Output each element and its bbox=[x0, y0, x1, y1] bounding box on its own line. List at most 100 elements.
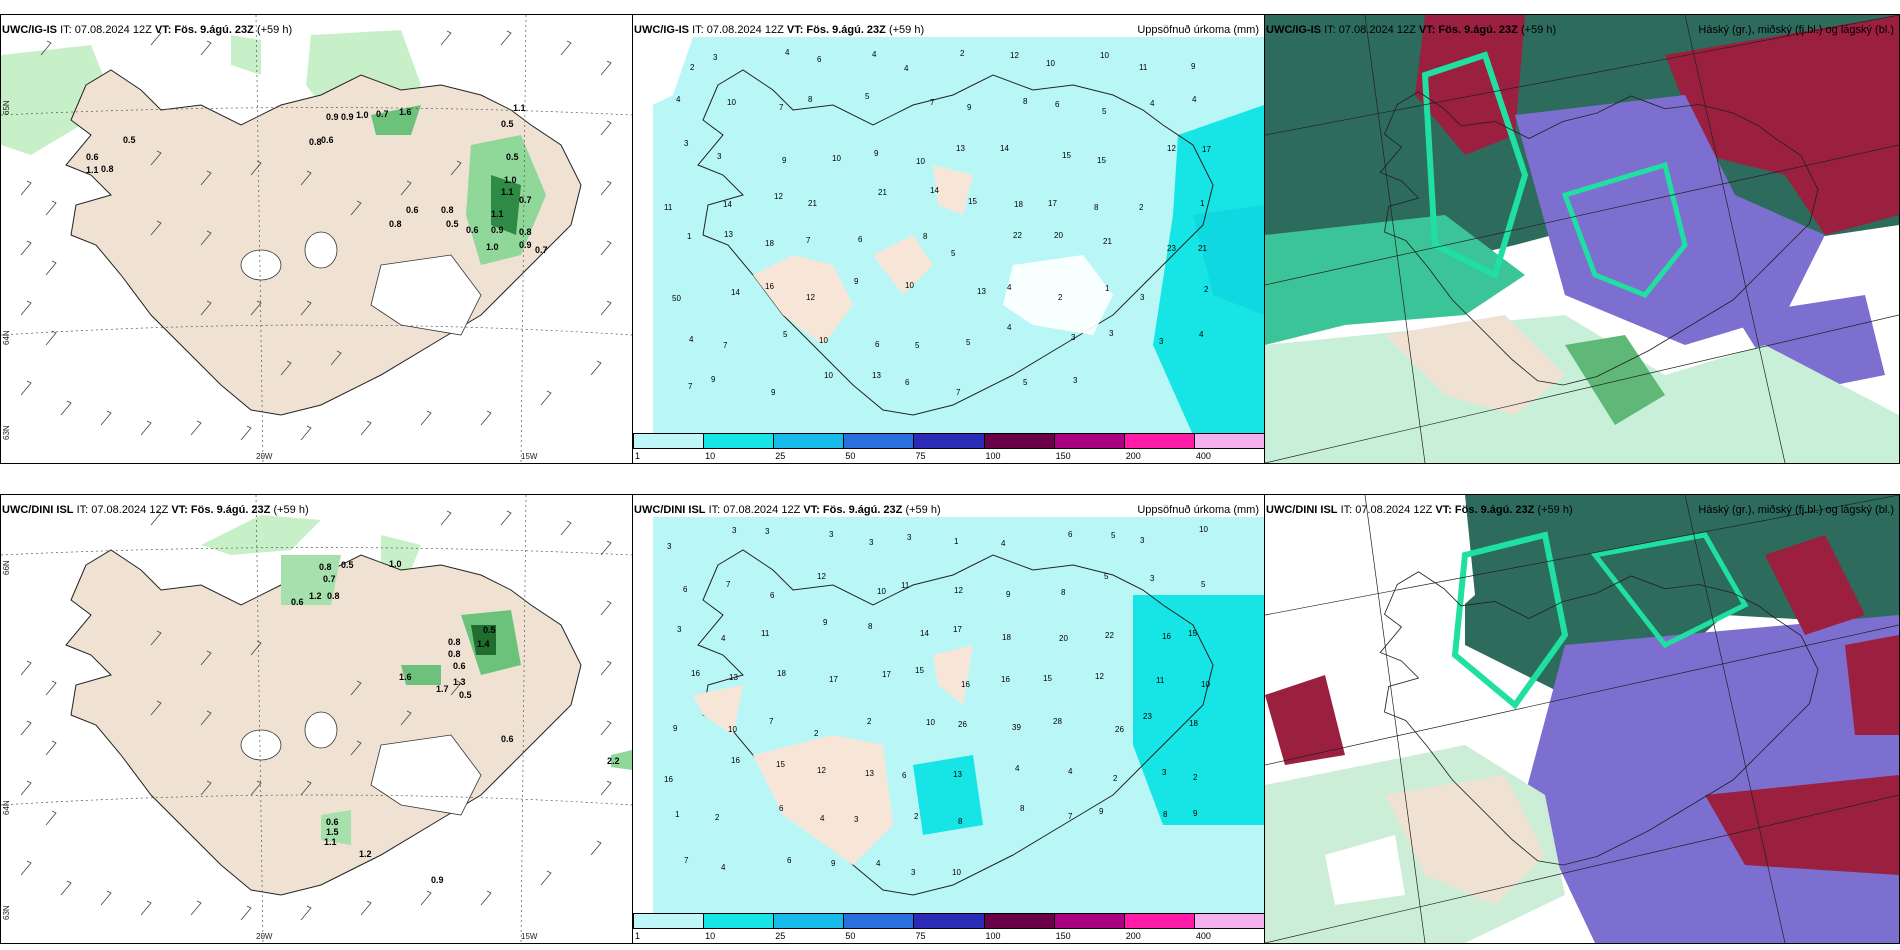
panel-title: UWC/IG-IS IT: 07.08.2024 12Z VT: Fös. 9.… bbox=[0, 21, 631, 39]
cloud-panel bbox=[1264, 494, 1900, 944]
precip-label: 0.7 bbox=[323, 574, 336, 584]
precip-label: 0.8 bbox=[448, 649, 461, 659]
lon-label: 15W bbox=[521, 452, 538, 461]
precip-value: 1 bbox=[954, 537, 959, 546]
precip-value: 5 bbox=[1111, 531, 1116, 540]
colorbar-swatch bbox=[983, 433, 1055, 449]
precip-value: 10 bbox=[952, 868, 961, 877]
precip-value: 12 bbox=[774, 192, 783, 201]
colorbar-label: 10 bbox=[705, 451, 716, 461]
precip-value: 9 bbox=[967, 103, 972, 112]
precip-value: 3 bbox=[907, 533, 912, 542]
map-precip-1 bbox=[633, 15, 1264, 463]
precip-value: 2 bbox=[867, 717, 872, 726]
precip-value: 18 bbox=[765, 239, 774, 248]
precip-label: 1.4 bbox=[477, 639, 490, 649]
precip-panel: 3 3 3 3 3 3 1 4 6 5 3 10 6 7 6 12 10 11 12 9 8 5 3 5 3 4 11 9 8 14 17 1… bbox=[632, 494, 1265, 944]
precip-label: 0.6 bbox=[321, 135, 334, 145]
precip-value: 3 bbox=[667, 542, 672, 551]
precip-label: 0.8 bbox=[448, 637, 461, 647]
map-precip-2 bbox=[633, 495, 1264, 943]
precip-value: 4 bbox=[676, 95, 681, 104]
precip-value: 9 bbox=[782, 156, 787, 165]
precip-value: 3 bbox=[869, 538, 874, 547]
precip-value: 3 bbox=[1150, 574, 1155, 583]
panel-variable-title: Uppsöfnuð úrkoma (mm) bbox=[1137, 504, 1259, 516]
lat-label: 66N bbox=[2, 560, 11, 575]
precip-value: 17 bbox=[953, 625, 962, 634]
precip-label: 0.9 bbox=[326, 112, 339, 122]
model-name: UWC/DINI ISL bbox=[2, 504, 74, 516]
colorbar-swatch bbox=[703, 913, 775, 929]
precip-value: 4 bbox=[1068, 767, 1073, 776]
precip-value: 12 bbox=[1010, 51, 1019, 60]
precip-labels: 0.8 0.5 1.0 0.7 0.6 1.2 0.8 0.5 0.8 0.8 … bbox=[291, 559, 620, 885]
precip-value: 14 bbox=[920, 629, 929, 638]
precip-value: 3 bbox=[1071, 333, 1076, 342]
init-time: IT: 07.08.2024 12Z bbox=[1324, 24, 1416, 36]
precip-value: 9 bbox=[673, 724, 678, 733]
precip-value: 18 bbox=[1002, 633, 1011, 642]
precip-label: 1.6 bbox=[399, 672, 412, 682]
precip-label: 1.0 bbox=[356, 110, 369, 120]
colorbar-swatch bbox=[633, 913, 705, 929]
precip-label: 0.8 bbox=[389, 219, 402, 229]
precip-value: 3 bbox=[717, 152, 722, 161]
lat-label: 63N bbox=[2, 905, 11, 920]
precip-value: 13 bbox=[729, 673, 738, 682]
panel-variable-title: Uppsöfnuð úrkoma (mm) bbox=[1137, 24, 1259, 36]
precip-value: 3 bbox=[1140, 536, 1145, 545]
precip-colorbar: 1 10 25 50 75 100 150 200 400 bbox=[633, 433, 1264, 461]
precip-value: 8 bbox=[808, 95, 813, 104]
precip-value: 5 bbox=[783, 330, 788, 339]
wind-barbs bbox=[20, 30, 612, 441]
panel-title: UWC/IG-IS IT: 07.08.2024 12Z VT: Fös. 9.… bbox=[632, 21, 1263, 39]
precip-values: 3 3 3 3 3 3 1 4 6 5 3 10 6 7 6 12 10 11 12 9 8 5 3 5 3 4 11 9 8 14 17 1… bbox=[633, 495, 1264, 915]
colorbar-label: 150 bbox=[1055, 931, 1071, 941]
precip-label: 1.0 bbox=[504, 175, 517, 185]
precip-value: 4 bbox=[721, 863, 726, 872]
precip-value: 4 bbox=[904, 64, 909, 73]
precip-value: 15 bbox=[1097, 156, 1106, 165]
colorbar-label: 200 bbox=[1125, 931, 1141, 941]
precip-label: 0.8 bbox=[319, 562, 332, 572]
precip-value: 2 bbox=[1113, 774, 1118, 783]
precip-value: 16 bbox=[1162, 632, 1171, 641]
precip-value: 4 bbox=[1001, 539, 1006, 548]
precip-value: 5 bbox=[951, 249, 956, 258]
panel-title: UWC/DINI ISL IT: 07.08.2024 12Z VT: Fös.… bbox=[632, 501, 1263, 519]
precip-value: 11 bbox=[901, 581, 910, 590]
precip-value: 12 bbox=[1095, 672, 1104, 681]
precip-value: 8 bbox=[1094, 203, 1099, 212]
init-time: IT: 07.08.2024 12Z bbox=[60, 24, 152, 36]
precip-label: 0.5 bbox=[459, 690, 472, 700]
precip-value: 4 bbox=[1007, 283, 1012, 292]
colorbar-swatch bbox=[843, 913, 915, 929]
precip-value: 4 bbox=[721, 634, 726, 643]
precip-value: 2 bbox=[960, 49, 965, 58]
precip-value: 9 bbox=[1193, 809, 1198, 818]
precip-label: 0.6 bbox=[291, 597, 304, 607]
model-name: UWC/IG-IS bbox=[1266, 24, 1321, 36]
precip-value: 26 bbox=[958, 720, 967, 729]
lead-time: (+59 h) bbox=[273, 504, 309, 516]
precip-value: 9 bbox=[711, 375, 716, 384]
colorbar-swatch bbox=[1123, 433, 1195, 449]
precip-value: 9 bbox=[771, 388, 776, 397]
precip-label: 1.0 bbox=[389, 559, 402, 569]
precip-value: 22 bbox=[1013, 231, 1022, 240]
precip-label: 0.8 bbox=[309, 137, 322, 147]
precip-label: 1.2 bbox=[359, 849, 372, 859]
colorbar-label: 1 bbox=[635, 451, 641, 461]
precip-value: 9 bbox=[1006, 590, 1011, 599]
colorbar-swatch bbox=[913, 433, 985, 449]
precip-value: 10 bbox=[824, 371, 833, 380]
precip-value: 17 bbox=[1048, 199, 1057, 208]
precip-value: 3 bbox=[677, 625, 682, 634]
precip-label: 0.7 bbox=[519, 195, 532, 205]
precip-label: 0.6 bbox=[501, 734, 514, 744]
colorbar-swatch bbox=[1053, 913, 1125, 929]
map-wind-1: 0.5 0.6 1.1 0.8 0.9 0.9 1.0 0.7 1.6 0.8 … bbox=[1, 15, 632, 463]
init-time: IT: 07.08.2024 12Z bbox=[76, 504, 169, 516]
map-cloud-2 bbox=[1265, 495, 1899, 943]
